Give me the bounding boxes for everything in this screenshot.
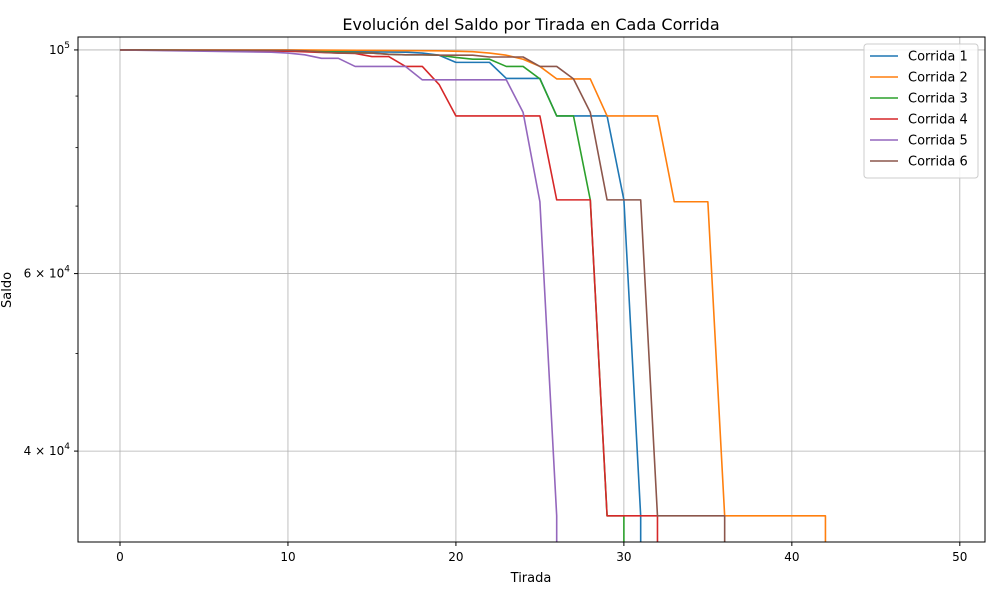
- x-axis-label: Tirada: [510, 571, 552, 586]
- x-tick-label: 50: [952, 550, 967, 564]
- x-tick-label: 10: [280, 550, 295, 564]
- x-tick-label: 30: [616, 550, 631, 564]
- plot-frame: [77, 36, 986, 543]
- series-layer: [119, 49, 827, 542]
- series-line-corrida-4: [119, 49, 659, 542]
- series-line-corrida-5: [119, 49, 558, 542]
- x-tick-label: 0: [116, 550, 124, 564]
- y-axis-label: Saldo: [0, 272, 15, 308]
- legend-label: Corrida 1: [908, 50, 968, 65]
- y-tick-label: 4 × 104: [24, 442, 71, 458]
- x-tick-label: 40: [784, 550, 799, 564]
- legend-label: Corrida 4: [908, 113, 968, 128]
- y-tick-label: 105: [49, 41, 70, 57]
- x-tick-label: 20: [448, 550, 463, 564]
- legend-label: Corrida 3: [908, 92, 968, 107]
- series-line-corrida-1: [119, 49, 642, 542]
- legend-label: Corrida 5: [908, 134, 968, 149]
- legend: Corrida 1 Corrida 2 Corrida 3 Corrida 4 Corr…: [863, 43, 979, 179]
- legend-label: Corrida 6: [908, 155, 968, 170]
- y-tick-label: 6 × 104: [24, 265, 71, 281]
- chart-title: Evolución del Saldo por Tirada en Cada C…: [342, 15, 719, 34]
- legend-label: Corrida 2: [908, 71, 968, 86]
- ticks: 0 10 20 30 40 50 4 × 104 6 × 104 105: [24, 41, 968, 564]
- series-line-corrida-6: [119, 49, 726, 542]
- series-line-corrida-2: [119, 49, 827, 542]
